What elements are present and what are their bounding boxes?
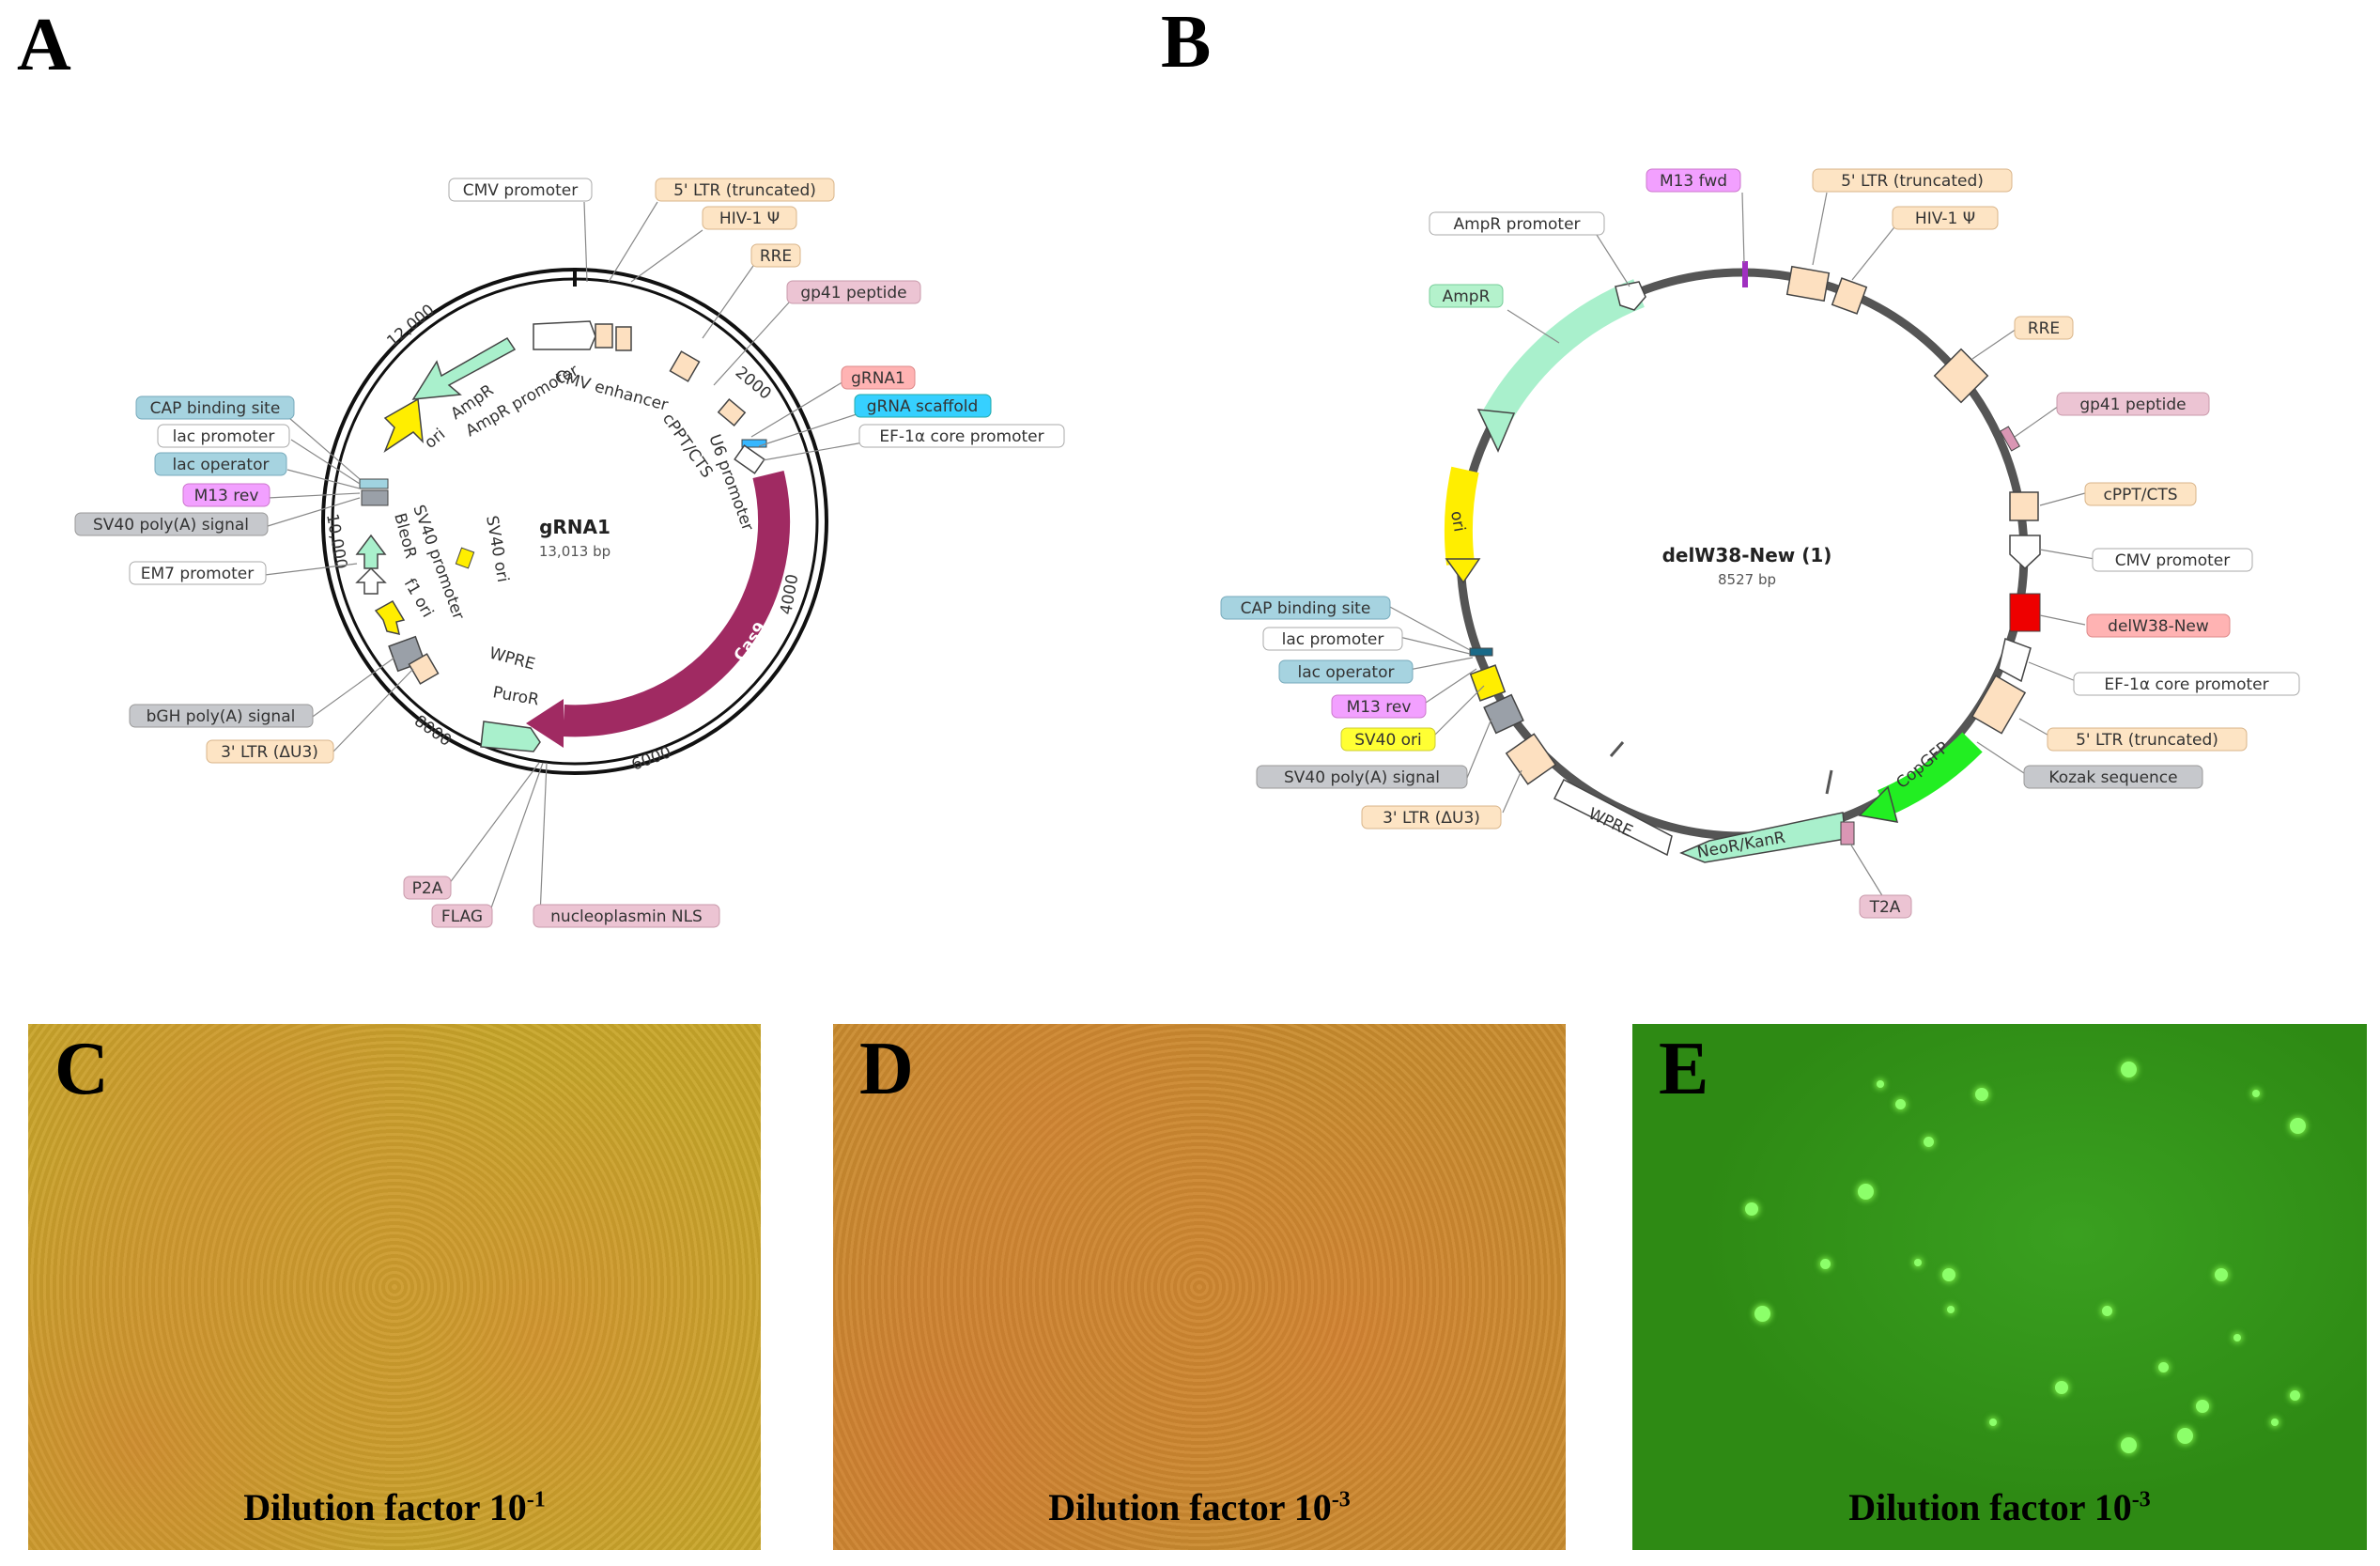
fluorescent-cell	[2102, 1306, 2112, 1316]
fluorescent-cell	[1895, 1099, 1906, 1109]
inner-label-sv40-ori-a: SV40 ori	[482, 514, 512, 583]
callout-b-t2a: T2A	[1869, 898, 1901, 917]
callout-a-lac-operator: lac operator	[172, 456, 269, 474]
callouts-b: M13 fwd 5' LTR (truncated) HIV-1 Ψ AmpR …	[1220, 168, 2300, 919]
callout-b-lac-operator: lac operator	[1297, 663, 1394, 682]
callout-a-cmv-promoter: CMV promoter	[463, 181, 578, 200]
callout-b-rre: RRE	[2028, 319, 2060, 338]
fluorescent-cell	[1754, 1306, 1770, 1322]
callout-a-gp41: gp41 peptide	[800, 284, 906, 302]
inner-label-wpre-a: WPRE	[487, 644, 537, 674]
fluorescent-cell	[1947, 1306, 1955, 1313]
callout-b-m13fwd: M13 fwd	[1660, 172, 1727, 191]
fluorescent-cell	[2290, 1118, 2306, 1134]
callout-b-ampr: AmpR	[1443, 287, 1491, 306]
callout-a-3ltr: 3' LTR (ΔU3)	[221, 743, 318, 762]
callout-b-ef1a: EF-1α core promoter	[2104, 675, 2268, 694]
fluorescent-cell	[1858, 1184, 1874, 1200]
caption-d: Dilution factor 10-3	[1048, 1486, 1351, 1528]
callout-b-cap: CAP binding site	[1241, 599, 1371, 618]
fluorescent-cell	[1989, 1419, 1997, 1426]
fluorescent-cell	[1914, 1259, 1922, 1266]
fluorescent-cell	[1745, 1202, 1758, 1216]
tick-label-2000: 2000	[732, 364, 775, 404]
panel-letter-d: D	[859, 1028, 914, 1110]
callout-b-sv40-polya: SV40 poly(A) signal	[1284, 768, 1440, 787]
callout-b-5ltr-bottom: 5' LTR (truncated)	[2076, 731, 2218, 750]
ampr-feature-a	[411, 337, 517, 400]
callout-b-cmv: CMV promoter	[2115, 551, 2230, 570]
fluorescent-cell	[1924, 1137, 1934, 1147]
plasmid-b-name: delW38-New (1)	[1662, 544, 1832, 566]
plasmid-map-b: CopGFP NeoR/KanR WPRE ori delW38-New (1)…	[1220, 168, 2300, 919]
micrograph-d: D Dilution factor 10-3	[833, 1024, 1566, 1550]
fluorescent-cell	[1942, 1268, 1955, 1281]
plasmid-map-a: Cas9 CMV enhancer AmpR AmpR promoter ori…	[74, 178, 1065, 928]
fluorescent-cell	[2215, 1268, 2228, 1281]
panel-letter-a: A	[17, 4, 71, 86]
callout-a-flag: FLAG	[441, 907, 483, 926]
fluorescent-cell	[2177, 1428, 2193, 1444]
inner-label-ori-b: ori	[1446, 509, 1469, 533]
callout-a-hiv1-psi: HIV-1 Ψ	[719, 209, 780, 228]
fluorescent-cell	[2121, 1437, 2137, 1453]
callout-b-sv40ori: SV40 ori	[1354, 731, 1422, 750]
tick-label-6000: 6000	[629, 743, 673, 775]
inner-label-puror: PuroR	[491, 683, 540, 709]
panel-letter-e: E	[1659, 1028, 1709, 1110]
panel-letter-c: C	[54, 1028, 109, 1110]
caption-e: Dilution factor 10-3	[1848, 1486, 2151, 1528]
callout-b-delw38: delW38-New	[2108, 617, 2209, 636]
plasmid-maps: Cas9 CMV enhancer AmpR AmpR promoter ori…	[74, 168, 2300, 928]
fluorescent-cell	[2055, 1381, 2068, 1394]
callout-a-em7: EM7 promoter	[141, 565, 255, 583]
callout-b-cppt: cPPT/CTS	[2103, 486, 2177, 504]
fluorescent-cell	[2196, 1400, 2209, 1413]
callout-b-3ltr: 3' LTR (ΔU3)	[1383, 809, 1480, 828]
puror-feature-a	[480, 721, 541, 752]
callout-a-grna1: gRNA1	[851, 369, 905, 388]
callout-b-5ltr-top: 5' LTR (truncated)	[1841, 172, 1984, 191]
inner-label-f1-ori: f1 ori	[400, 576, 437, 621]
fluorescent-cell	[1975, 1088, 1988, 1101]
callout-a-p2a: P2A	[412, 879, 443, 898]
callout-b-lac-promoter: lac promoter	[1282, 630, 1384, 649]
callout-a-cap: CAP binding site	[150, 399, 281, 418]
fluorescent-cell	[1820, 1259, 1831, 1269]
caption-c: Dilution factor 10-1	[243, 1486, 546, 1528]
micrograph-c: C Dilution factor 10-1	[28, 1024, 761, 1550]
callout-a-m13rev: M13 rev	[194, 487, 259, 505]
fluorescent-cell	[2252, 1090, 2260, 1097]
callout-a-lac-promoter: lac promoter	[173, 427, 275, 446]
plasmid-b-size: 8527 bp	[1718, 571, 1776, 588]
inner-label-ori-a: ori	[421, 425, 449, 453]
fluorescent-cell	[2121, 1062, 2137, 1078]
plasmid-a-size: 13,013 bp	[539, 543, 610, 560]
fluorescent-cell	[2233, 1334, 2241, 1341]
micrograph-e: E Dilution factor 10-3	[1632, 1024, 2367, 1550]
cas9-feature	[563, 470, 791, 737]
fluorescent-cell	[1877, 1080, 1884, 1088]
callout-a-sv40-polya: SV40 poly(A) signal	[93, 516, 249, 535]
callout-b-m13rev: M13 rev	[1347, 698, 1412, 717]
ori-feature-a	[383, 397, 424, 453]
callout-a-rre: RRE	[760, 247, 792, 266]
callout-a-bgh: bGH poly(A) signal	[147, 707, 296, 726]
fluorescent-cell	[2271, 1419, 2279, 1426]
callout-a-nls: nucleoplasmin NLS	[550, 907, 703, 926]
callout-b-ampr-promoter: AmpR promoter	[1453, 215, 1580, 234]
callout-a-5ltr: 5' LTR (truncated)	[673, 181, 816, 200]
callout-a-grna-scaffold: gRNA scaffold	[867, 397, 979, 416]
callout-b-gp41: gp41 peptide	[2079, 395, 2186, 414]
callout-b-kozak: Kozak sequence	[2048, 768, 2177, 787]
callouts-a: CMV promoter 5' LTR (truncated) HIV-1 Ψ …	[74, 178, 1065, 928]
callout-a-ef1a: EF-1α core promoter	[879, 427, 1043, 446]
fluorescent-cell	[2158, 1362, 2169, 1372]
fluorescent-cell	[2290, 1390, 2300, 1401]
callout-b-hiv1: HIV-1 Ψ	[1915, 209, 1975, 228]
panel-letter-b: B	[1161, 1, 1212, 84]
plasmid-a-name: gRNA1	[539, 516, 610, 538]
